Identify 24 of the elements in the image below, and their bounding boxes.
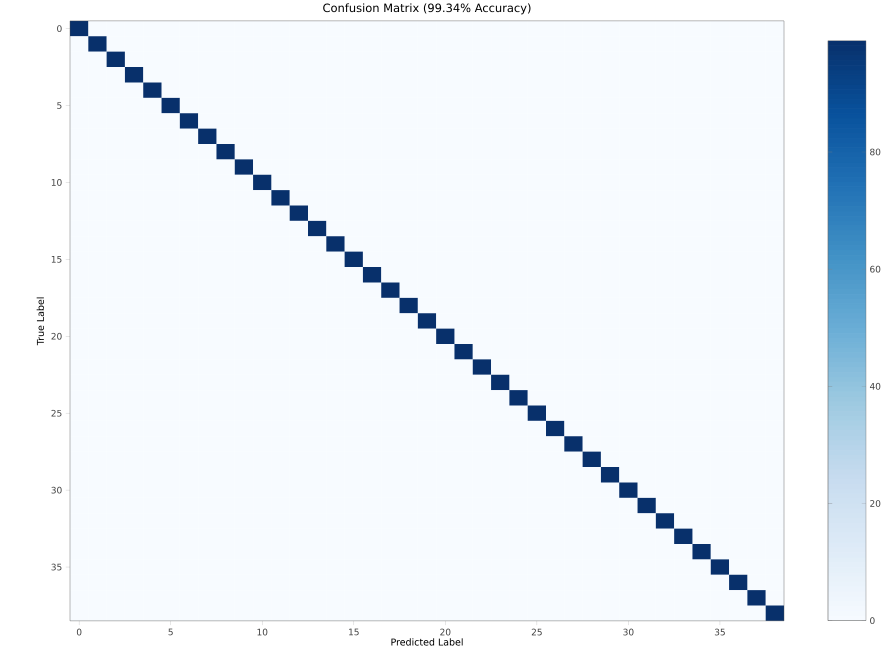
chart-title: Confusion Matrix (99.34% Accuracy) <box>323 3 530 14</box>
y-tick-label: 15 <box>52 256 62 263</box>
color-bar-label: 40 <box>870 382 880 390</box>
x-tick-label: 5 <box>168 628 173 636</box>
color-bar-label: 20 <box>870 500 880 507</box>
x-tick-label: 35 <box>714 628 725 636</box>
x-tick-label: 20 <box>440 628 450 636</box>
x-tick-label: 10 <box>258 628 268 636</box>
y-tick-label: 35 <box>52 564 62 570</box>
y-axis-title: True Label <box>36 298 44 346</box>
x-tick-label: 30 <box>623 628 634 636</box>
y-tick-label: 25 <box>51 410 62 417</box>
x-tick-label: 15 <box>349 628 359 636</box>
color-bar-label: 0 <box>870 617 875 624</box>
y-tick-label: 10 <box>52 179 62 186</box>
x-axis-title: Predicted Label <box>391 638 463 646</box>
y-tick-label: 0 <box>57 25 62 32</box>
color-bar-label: 80 <box>870 148 880 156</box>
y-tick-label: 5 <box>57 102 62 109</box>
x-tick-label: 0 <box>76 628 82 636</box>
y-tick-label: 20 <box>51 332 62 340</box>
x-tick-label: 25 <box>532 628 542 636</box>
color-bar-label: 60 <box>870 266 880 273</box>
y-tick-label: 30 <box>52 486 62 494</box>
